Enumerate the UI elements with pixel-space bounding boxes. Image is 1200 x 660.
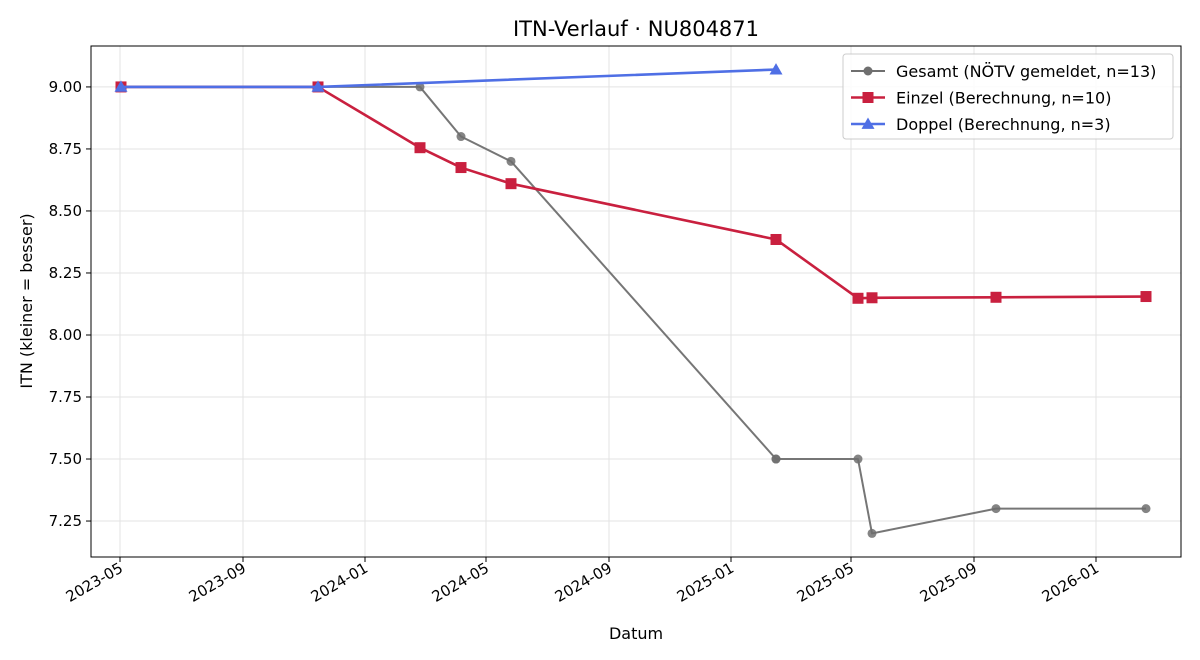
- series-layer: [114, 63, 1152, 538]
- data-point: [990, 291, 1002, 303]
- legend-swatch-marker: [861, 117, 875, 129]
- data-point: [991, 504, 1001, 514]
- legend-item: Einzel (Berechnung, n=10): [851, 89, 1111, 108]
- legend-label: Gesamt (NÖTV gemeldet, n=13): [896, 62, 1156, 81]
- data-point: [415, 82, 425, 92]
- legend-swatch-marker: [863, 66, 873, 76]
- series-line: [121, 85, 1147, 300]
- plot-frame: [90, 45, 1182, 558]
- data-point: [456, 132, 466, 142]
- y-axis-ticks: 7.25 7.50 7.75 8.00 8.25 8.50 8.75 9.00: [49, 78, 91, 530]
- y-tick-label: 8.00: [49, 326, 82, 344]
- data-point: [770, 233, 782, 245]
- data-point: [506, 156, 516, 166]
- y-tick-label: 7.25: [49, 512, 82, 530]
- series-line: [121, 85, 1146, 535]
- data-point: [1140, 291, 1152, 303]
- chart-title: ITN-Verlauf · NU804871: [513, 17, 759, 41]
- y-tick-label: 8.25: [49, 264, 82, 282]
- legend-swatch-marker: [862, 92, 874, 103]
- y-tick-label: 7.75: [49, 388, 82, 406]
- data-point: [853, 454, 863, 464]
- data-point: [1141, 504, 1151, 514]
- legend-item: Gesamt (NÖTV gemeldet, n=13): [851, 62, 1156, 81]
- data-point: [866, 292, 878, 304]
- data-point: [114, 80, 128, 92]
- data-point: [867, 528, 877, 538]
- legend-frame: [842, 53, 1174, 140]
- y-tick-label: 9.00: [49, 78, 82, 96]
- data-point: [852, 292, 864, 304]
- data-point: [769, 63, 783, 75]
- data-point: [771, 454, 781, 464]
- legend-item: Doppel (Berechnung, n=3): [851, 115, 1111, 134]
- data-point: [455, 162, 467, 174]
- data-point: [414, 142, 426, 154]
- y-axis-label: ITN (kleiner = besser): [17, 213, 36, 388]
- data-point: [311, 80, 325, 92]
- y-tick-label: 8.75: [49, 140, 82, 158]
- x-axis-label: Datum: [609, 624, 663, 643]
- legend-label: Doppel (Berechnung, n=3): [896, 115, 1111, 134]
- legend: Gesamt (NÖTV gemeldet, n=13) Einzel (Bere…: [842, 53, 1174, 140]
- y-tick-label: 8.50: [49, 202, 82, 220]
- data-point: [505, 178, 517, 190]
- series-triangle: [114, 63, 783, 92]
- legend-label: Einzel (Berechnung, n=10): [896, 89, 1111, 108]
- y-tick-label: 7.50: [49, 450, 82, 468]
